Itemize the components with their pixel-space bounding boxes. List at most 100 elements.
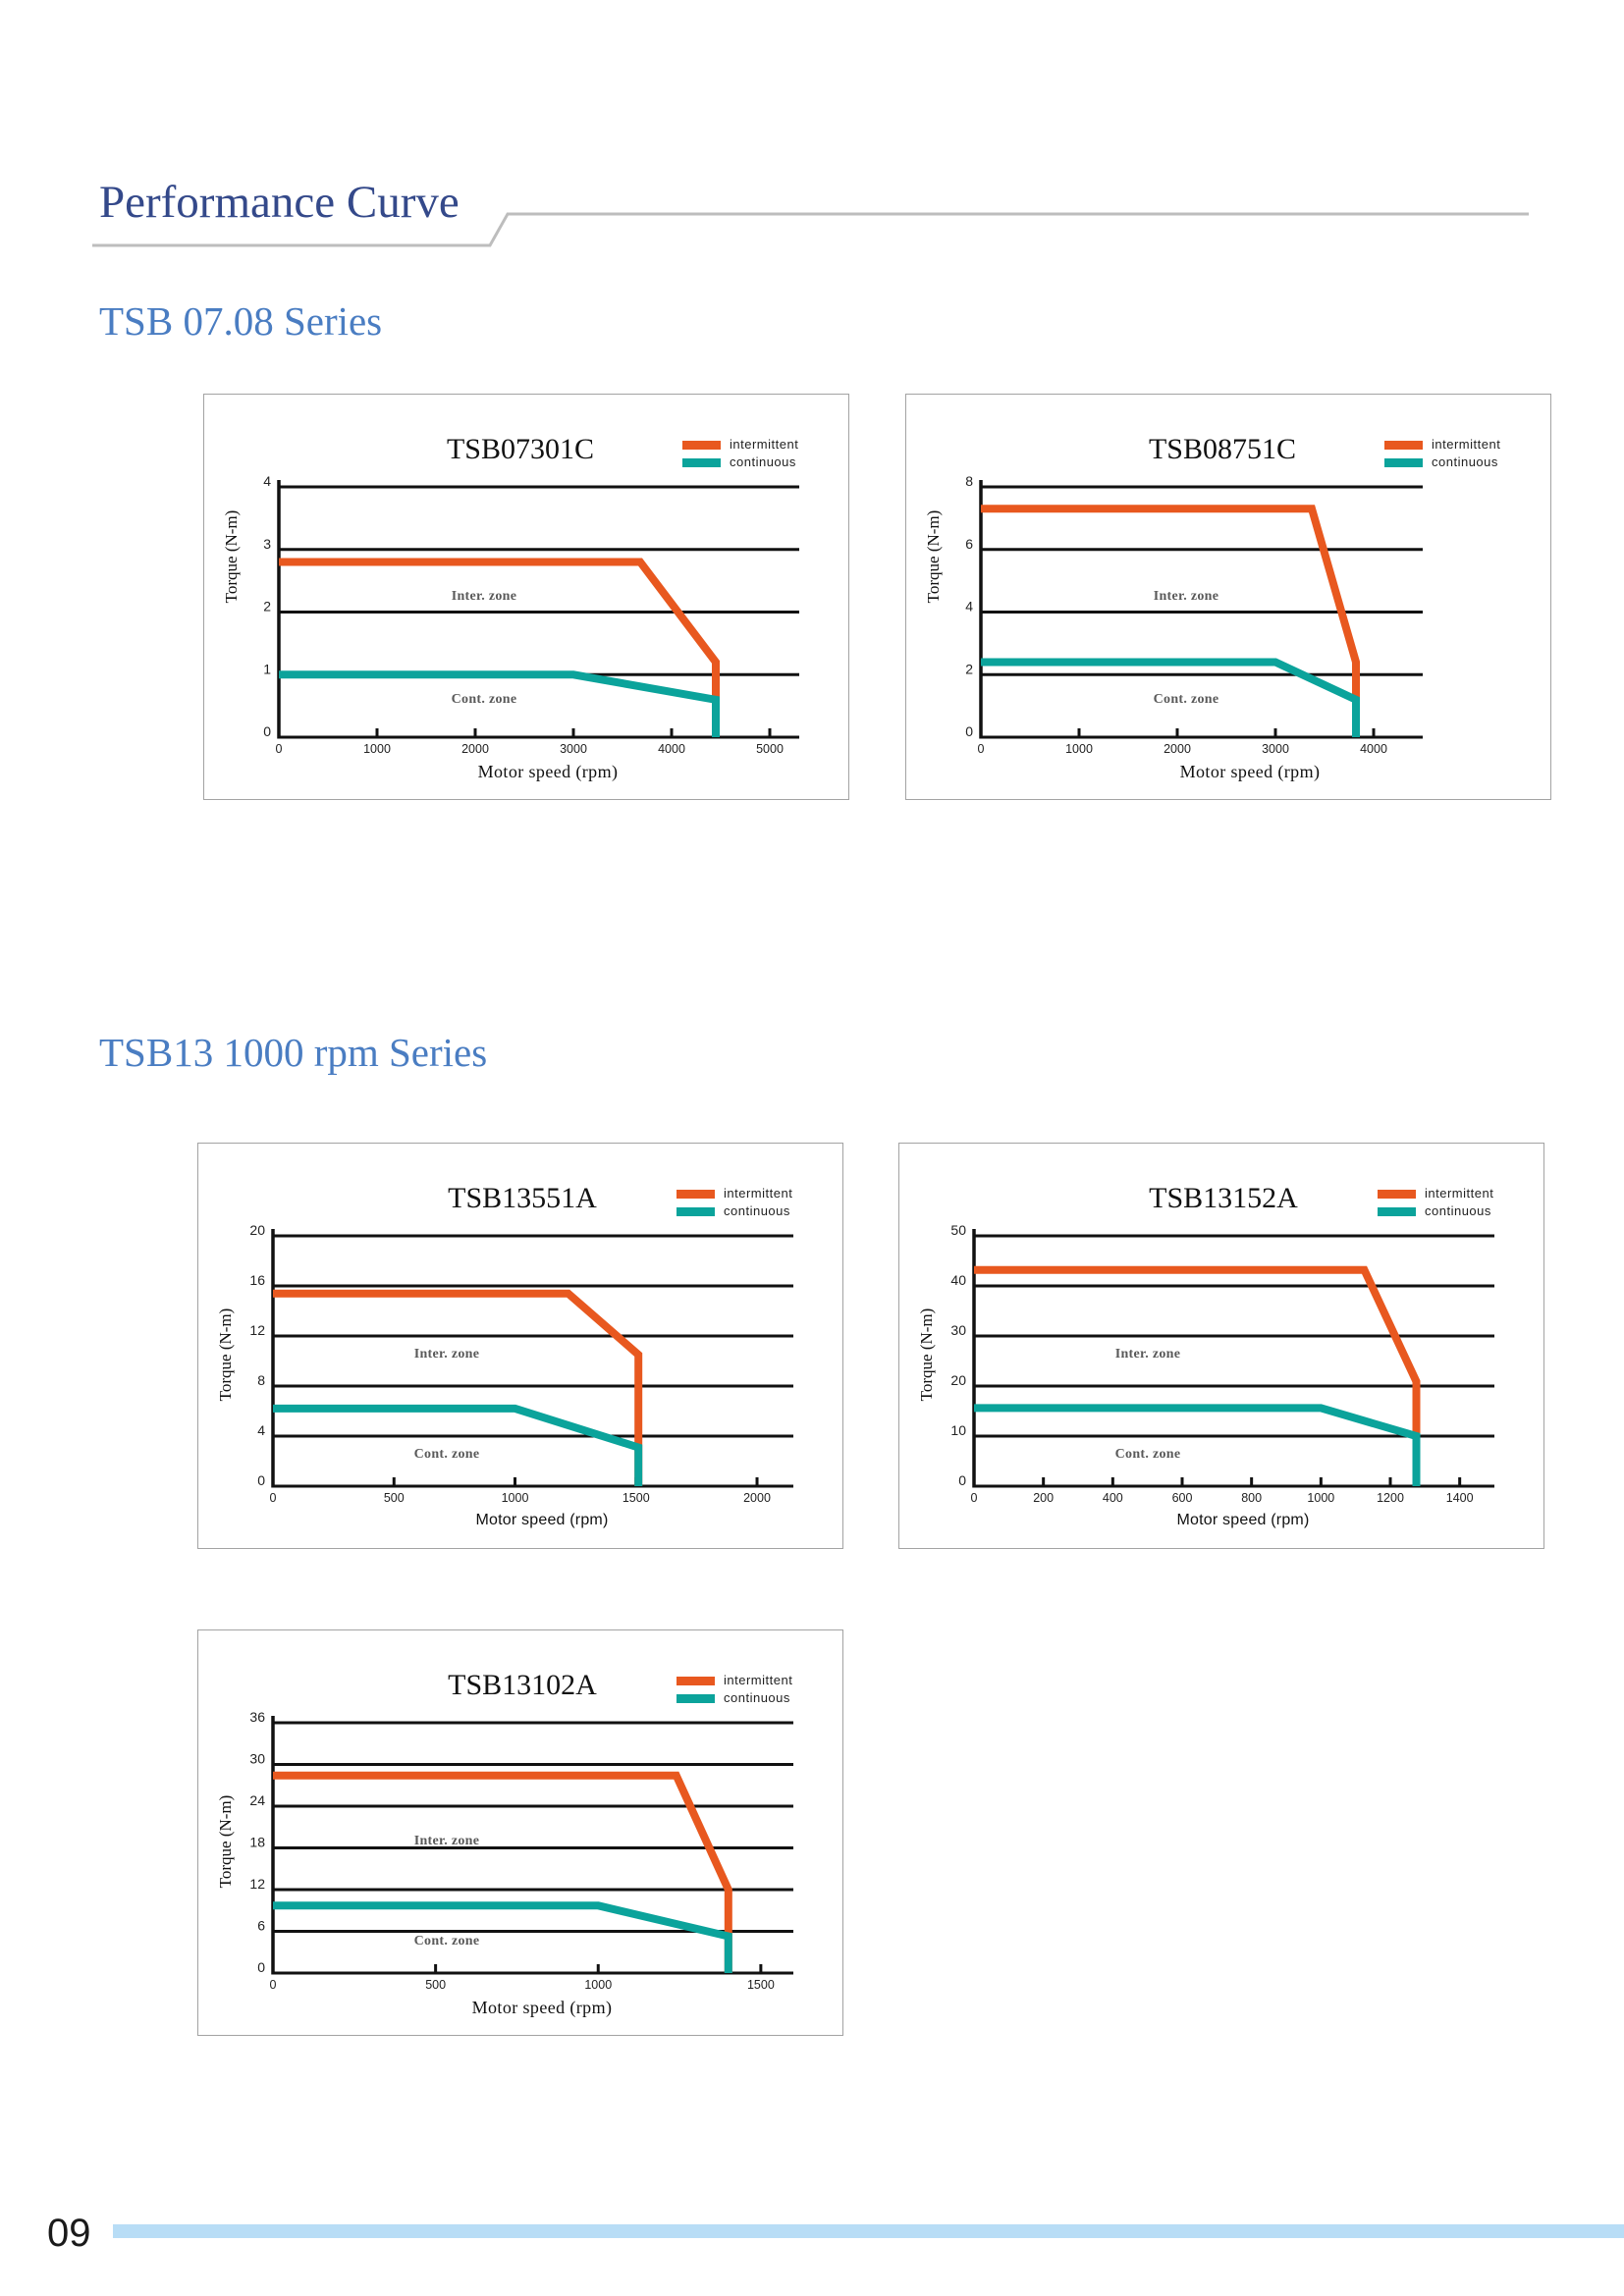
legend-item-continuous: continuous [677,1204,834,1218]
page-title: Performance Curve [99,177,460,228]
legend-label-continuous: continuous [1425,1203,1491,1218]
curve-continuous [974,1404,1421,1486]
curve-continuous [279,670,720,737]
y-tick-label: 12 [249,1876,265,1892]
x-axis-label: Motor speed (rpm) [475,1512,609,1528]
legend-swatch-continuous [677,1693,715,1703]
zone-label-inter: Inter. zone [451,589,517,604]
page-number: 09 [47,2212,91,2255]
y-axis-label: Torque (N-m) [917,1308,936,1402]
y-tick-label: 4 [263,473,271,489]
y-tick-label: 40 [950,1272,966,1288]
legend-label-intermittent: intermittent [1425,1186,1494,1201]
footer-bar [113,2224,1624,2238]
legend-label-intermittent: intermittent [730,437,799,452]
curve-continuous [273,1901,732,1973]
chart-tsb07301c: 0 1 2 3 4 0 1000 2000 3000 4000 5000 TSB07301C int… [203,394,849,800]
legend-item-intermittent: intermittent [677,1187,834,1201]
x-tick-label: 4000 [1360,742,1387,756]
x-tick-label: 1000 [502,1491,529,1505]
x-tick-label: 3000 [1262,742,1289,756]
x-tick-label: 4000 [658,742,685,756]
x-tick-label: 2000 [1164,742,1191,756]
chart-title: TSB07301C [446,433,595,465]
legend-swatch-intermittent [677,1676,715,1685]
chart-plot: 0 6 12 18 24 30 36 0 500 1000 1500 [249,1709,793,1992]
x-axis-label: Motor speed (rpm) [1176,1512,1310,1528]
y-tick-label: 0 [257,1959,265,1975]
legend-swatch-continuous [1378,1206,1416,1216]
legend-label-continuous: continuous [730,454,796,469]
y-tick-label: 30 [249,1751,265,1767]
zone-label-inter: Inter. zone [413,1834,480,1848]
x-tick-label: 1000 [584,1978,612,1992]
zone-label-cont: Cont. zone [451,692,517,707]
y-tick-label: 16 [249,1272,265,1288]
chart-plot: 0 2 4 6 8 0 1000 2000 3000 4000 [965,473,1423,756]
zone-label-inter: Inter. zone [1153,589,1219,604]
y-tick-label: 20 [950,1372,966,1388]
y-axis-label: Torque (N-m) [216,1308,235,1402]
zone-label-cont: Cont. zone [1153,692,1219,707]
y-tick-label: 20 [249,1222,265,1238]
legend-item-intermittent: intermittent [677,1674,834,1687]
x-tick-label: 1000 [1065,742,1093,756]
x-tick-label: 0 [270,1491,277,1505]
x-axis-label: Motor speed (rpm) [477,762,619,781]
legend-label-continuous: continuous [1432,454,1498,469]
section-title-tsb0708: TSB 07.08 Series [99,298,383,344]
y-tick-label: 0 [965,723,973,739]
y-axis-label: Torque (N-m) [924,509,943,604]
y-tick-label: 30 [950,1322,966,1338]
legend-swatch-continuous [682,457,721,467]
y-tick-label: 0 [257,1472,265,1488]
x-axis-label: Motor speed (rpm) [471,1998,613,2017]
x-tick-label: 400 [1103,1491,1123,1505]
x-tick-label: 0 [971,1491,978,1505]
x-tick-label: 1000 [363,742,391,756]
legend-item-continuous: continuous [1378,1204,1535,1218]
x-tick-label: 1200 [1377,1491,1404,1505]
y-tick-label: 4 [965,599,973,614]
legend-item-continuous: continuous [677,1691,834,1705]
x-tick-label: 1000 [1307,1491,1334,1505]
legend-label-intermittent: intermittent [724,1673,793,1687]
x-tick-label: 2000 [743,1491,771,1505]
y-tick-label: 0 [958,1472,966,1488]
y-axis-label: Torque (N-m) [222,509,241,604]
curve-intermittent [273,1771,732,1973]
chart-plot: 0 4 8 12 16 20 0 500 1000 1500 2000 [249,1222,793,1505]
y-axis-label: Torque (N-m) [216,1794,235,1889]
zone-label-cont: Cont. zone [1114,1447,1181,1462]
legend-item-continuous: continuous [682,455,839,469]
y-tick-label: 36 [249,1709,265,1725]
x-tick-label: 2000 [461,742,489,756]
y-tick-label: 8 [257,1372,265,1388]
chart-plot: 0 1 2 3 4 0 1000 2000 3000 4000 5000 [263,473,799,756]
legend-item-intermittent: intermittent [1378,1187,1535,1201]
x-tick-label: 600 [1172,1491,1193,1505]
curve-continuous [981,658,1360,737]
x-tick-label: 500 [384,1491,405,1505]
y-tick-label: 4 [257,1422,265,1438]
y-tick-label: 2 [263,599,271,614]
zone-label-inter: Inter. zone [1114,1347,1181,1362]
x-tick-label: 1500 [747,1978,775,1992]
y-tick-label: 3 [263,536,271,552]
y-tick-label: 2 [965,661,973,676]
x-tick-label: 500 [425,1978,446,1992]
legend-swatch-intermittent [1378,1189,1416,1199]
chart-tsb13102a: 0 6 12 18 24 30 36 0 500 1000 1500 TSB13102A inter… [197,1629,843,2036]
legend-item-continuous: continuous [1384,455,1542,469]
zone-label-cont: Cont. zone [413,1447,480,1462]
legend-swatch-intermittent [1384,440,1423,450]
legend-label-intermittent: intermittent [1432,437,1501,452]
x-axis-label: Motor speed (rpm) [1179,762,1321,781]
chart-title: TSB08751C [1148,433,1297,465]
legend-label-continuous: continuous [724,1690,790,1705]
legend-item-intermittent: intermittent [682,438,839,452]
chart-title: TSB13551A [448,1182,597,1214]
chart-title: TSB13102A [448,1669,597,1701]
chart-tsb13152a: 0 10 20 30 40 50 0 200 400 600 800 1000 1200 1400 TSB… [898,1143,1544,1549]
